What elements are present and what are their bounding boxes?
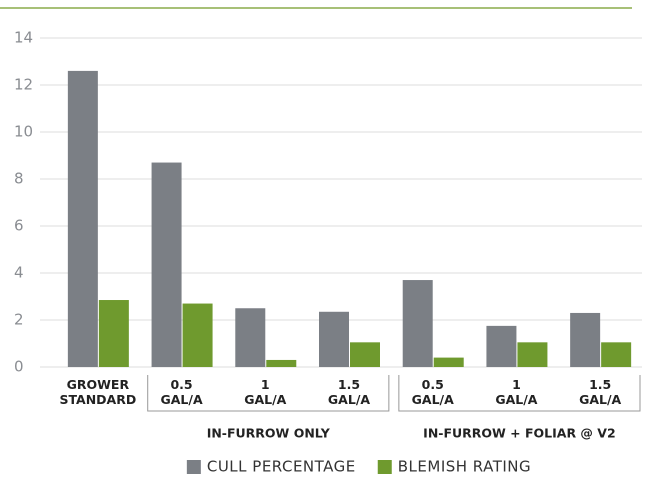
- group-bracket: [398, 375, 641, 412]
- bar: [67, 70, 98, 368]
- bar: [402, 280, 433, 367]
- legend-swatch: [186, 460, 201, 474]
- group-bracket: [147, 375, 390, 412]
- x-tick-label: 1 GAL/A: [244, 377, 286, 407]
- x-tick-label: 1.5 GAL/A: [579, 377, 621, 407]
- y-tick-label: 10: [14, 123, 33, 141]
- bar: [486, 325, 517, 367]
- bar: [235, 308, 266, 367]
- x-tick-label: 0.5 GAL/A: [161, 377, 203, 407]
- x-tick-label: 1 GAL/A: [495, 377, 537, 407]
- x-tick-label: GROWER STANDARD: [59, 377, 136, 407]
- bar: [266, 359, 297, 367]
- y-tick-label: 6: [14, 217, 24, 235]
- legend-label: CULL PERCENTAGE: [207, 458, 356, 476]
- group-label: IN-FURROW + FOLIAR @ V2: [423, 426, 616, 441]
- x-tick-label: 1.5 GAL/A: [328, 377, 370, 407]
- bar: [517, 342, 548, 367]
- bar: [182, 303, 213, 367]
- y-tick-label: 4: [14, 264, 24, 282]
- y-tick-label: 8: [14, 170, 24, 188]
- group-label: IN-FURROW ONLY: [207, 426, 331, 441]
- bar: [151, 162, 182, 367]
- legend-swatch: [377, 460, 392, 474]
- y-tick-label: 12: [14, 76, 33, 94]
- bar: [319, 311, 349, 367]
- y-tick-label: 14: [14, 29, 33, 47]
- y-tick-label: 2: [14, 311, 24, 329]
- bar: [570, 312, 601, 367]
- x-tick-label: 0.5 GAL/A: [412, 377, 454, 407]
- y-tick-label: 0: [14, 358, 24, 376]
- bar: [601, 342, 632, 367]
- bar: [98, 300, 129, 367]
- bar: [350, 342, 380, 367]
- bar: [433, 357, 464, 367]
- legend-label: BLEMISH RATING: [398, 458, 531, 476]
